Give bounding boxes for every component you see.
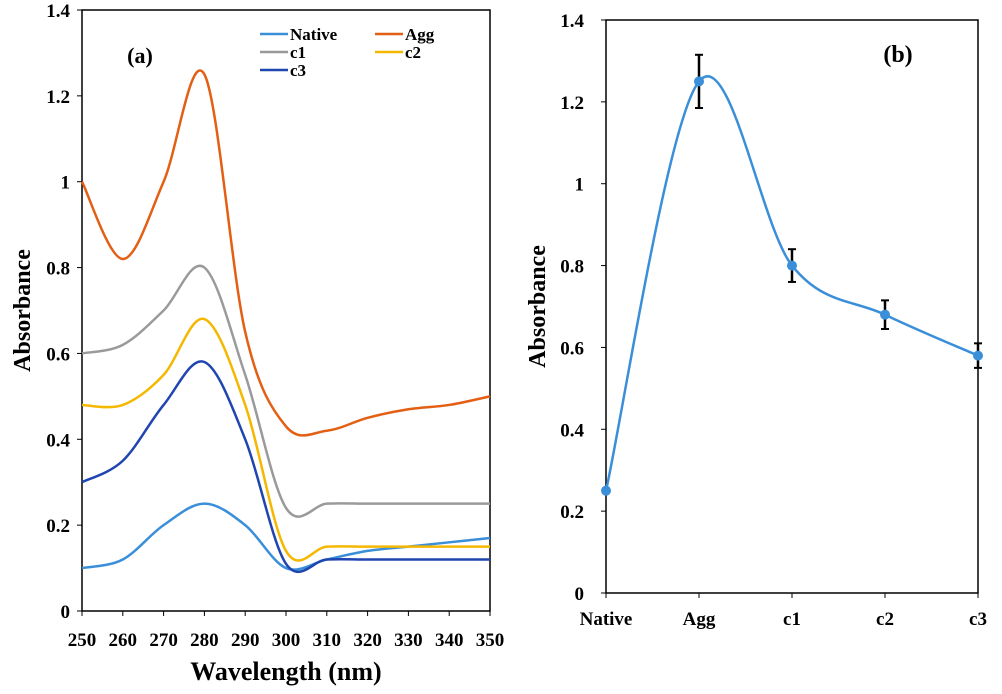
legend-label: c3	[290, 61, 306, 80]
data-point	[880, 309, 890, 320]
x-tick-label: 290	[231, 630, 260, 651]
y-tick-label: 0	[61, 602, 71, 623]
legend-label: c1	[290, 43, 306, 62]
x-tick-label: 330	[394, 630, 423, 651]
x-tick-label: 260	[109, 630, 138, 651]
y-tick-label: 1	[575, 175, 585, 196]
y-tick-label: 1.2	[560, 93, 584, 114]
x-tick-label: c1	[783, 609, 801, 630]
data-point	[973, 350, 983, 361]
x-axis-label: Wavelength (nm)	[190, 657, 381, 686]
x-tick-label: 270	[149, 630, 178, 651]
panel-a: 0 0.2 0.4 0.6 0.8 1 1.2 1.4 250 260 270 280 290 300 31…	[10, 1, 504, 686]
panel-label: (b)	[883, 42, 912, 68]
data-point	[694, 76, 704, 87]
x-tick-label: 350	[476, 630, 505, 651]
x-tick-label: c3	[969, 609, 987, 630]
y-tick-label: 0.4	[46, 430, 70, 451]
plot-frame	[605, 19, 979, 594]
y-tick-label: 1	[61, 173, 71, 194]
y-tick-label: 0.8	[46, 259, 70, 280]
x-tick-label: 250	[68, 630, 97, 651]
x-tick-label: 340	[435, 630, 464, 651]
legend-label: Native	[290, 25, 338, 44]
legend-label: c2	[405, 43, 421, 62]
series-line	[604, 75, 979, 491]
panel-label: (a)	[127, 43, 153, 68]
legend-label: Agg	[405, 25, 435, 44]
y-tick-label: 0.2	[560, 502, 584, 523]
y-tick-label: 0.2	[46, 516, 70, 537]
series-line-Native	[81, 502, 491, 571]
series-line-Agg	[80, 69, 491, 437]
y-tick-label: 0.6	[560, 338, 584, 359]
x-tick-label: c2	[876, 609, 894, 630]
series-line-c2	[81, 317, 490, 562]
y-tick-label: 0.4	[560, 420, 584, 441]
panel-b: 0 0.2 0.4 0.6 0.8 1 1.2 1.4 Native Agg c1 c2 c3 Absor…	[525, 11, 987, 630]
y-tick-label: 0.6	[46, 344, 70, 365]
y-tick-label: 1.2	[46, 87, 70, 108]
y-tick-label: 1.4	[560, 11, 584, 32]
x-tick-label: 300	[272, 630, 301, 651]
x-tick-label: 310	[313, 630, 342, 651]
y-tick-label: 0	[575, 584, 585, 605]
y-tick-label: 1.4	[46, 1, 70, 22]
x-tick-label: Native	[580, 609, 633, 630]
x-tick-label: 280	[190, 630, 219, 651]
data-point	[601, 485, 611, 496]
x-tick-label: Agg	[683, 609, 716, 630]
data-point	[787, 260, 797, 271]
series-line-c1	[81, 264, 490, 518]
plot-frame	[81, 9, 491, 612]
series-line-c3	[81, 360, 490, 573]
x-tick-label: 320	[353, 630, 382, 651]
y-axis-label: Absorbance	[10, 249, 36, 372]
y-tick-label: 0.8	[560, 257, 584, 278]
y-axis-label: Absorbance	[525, 245, 551, 368]
